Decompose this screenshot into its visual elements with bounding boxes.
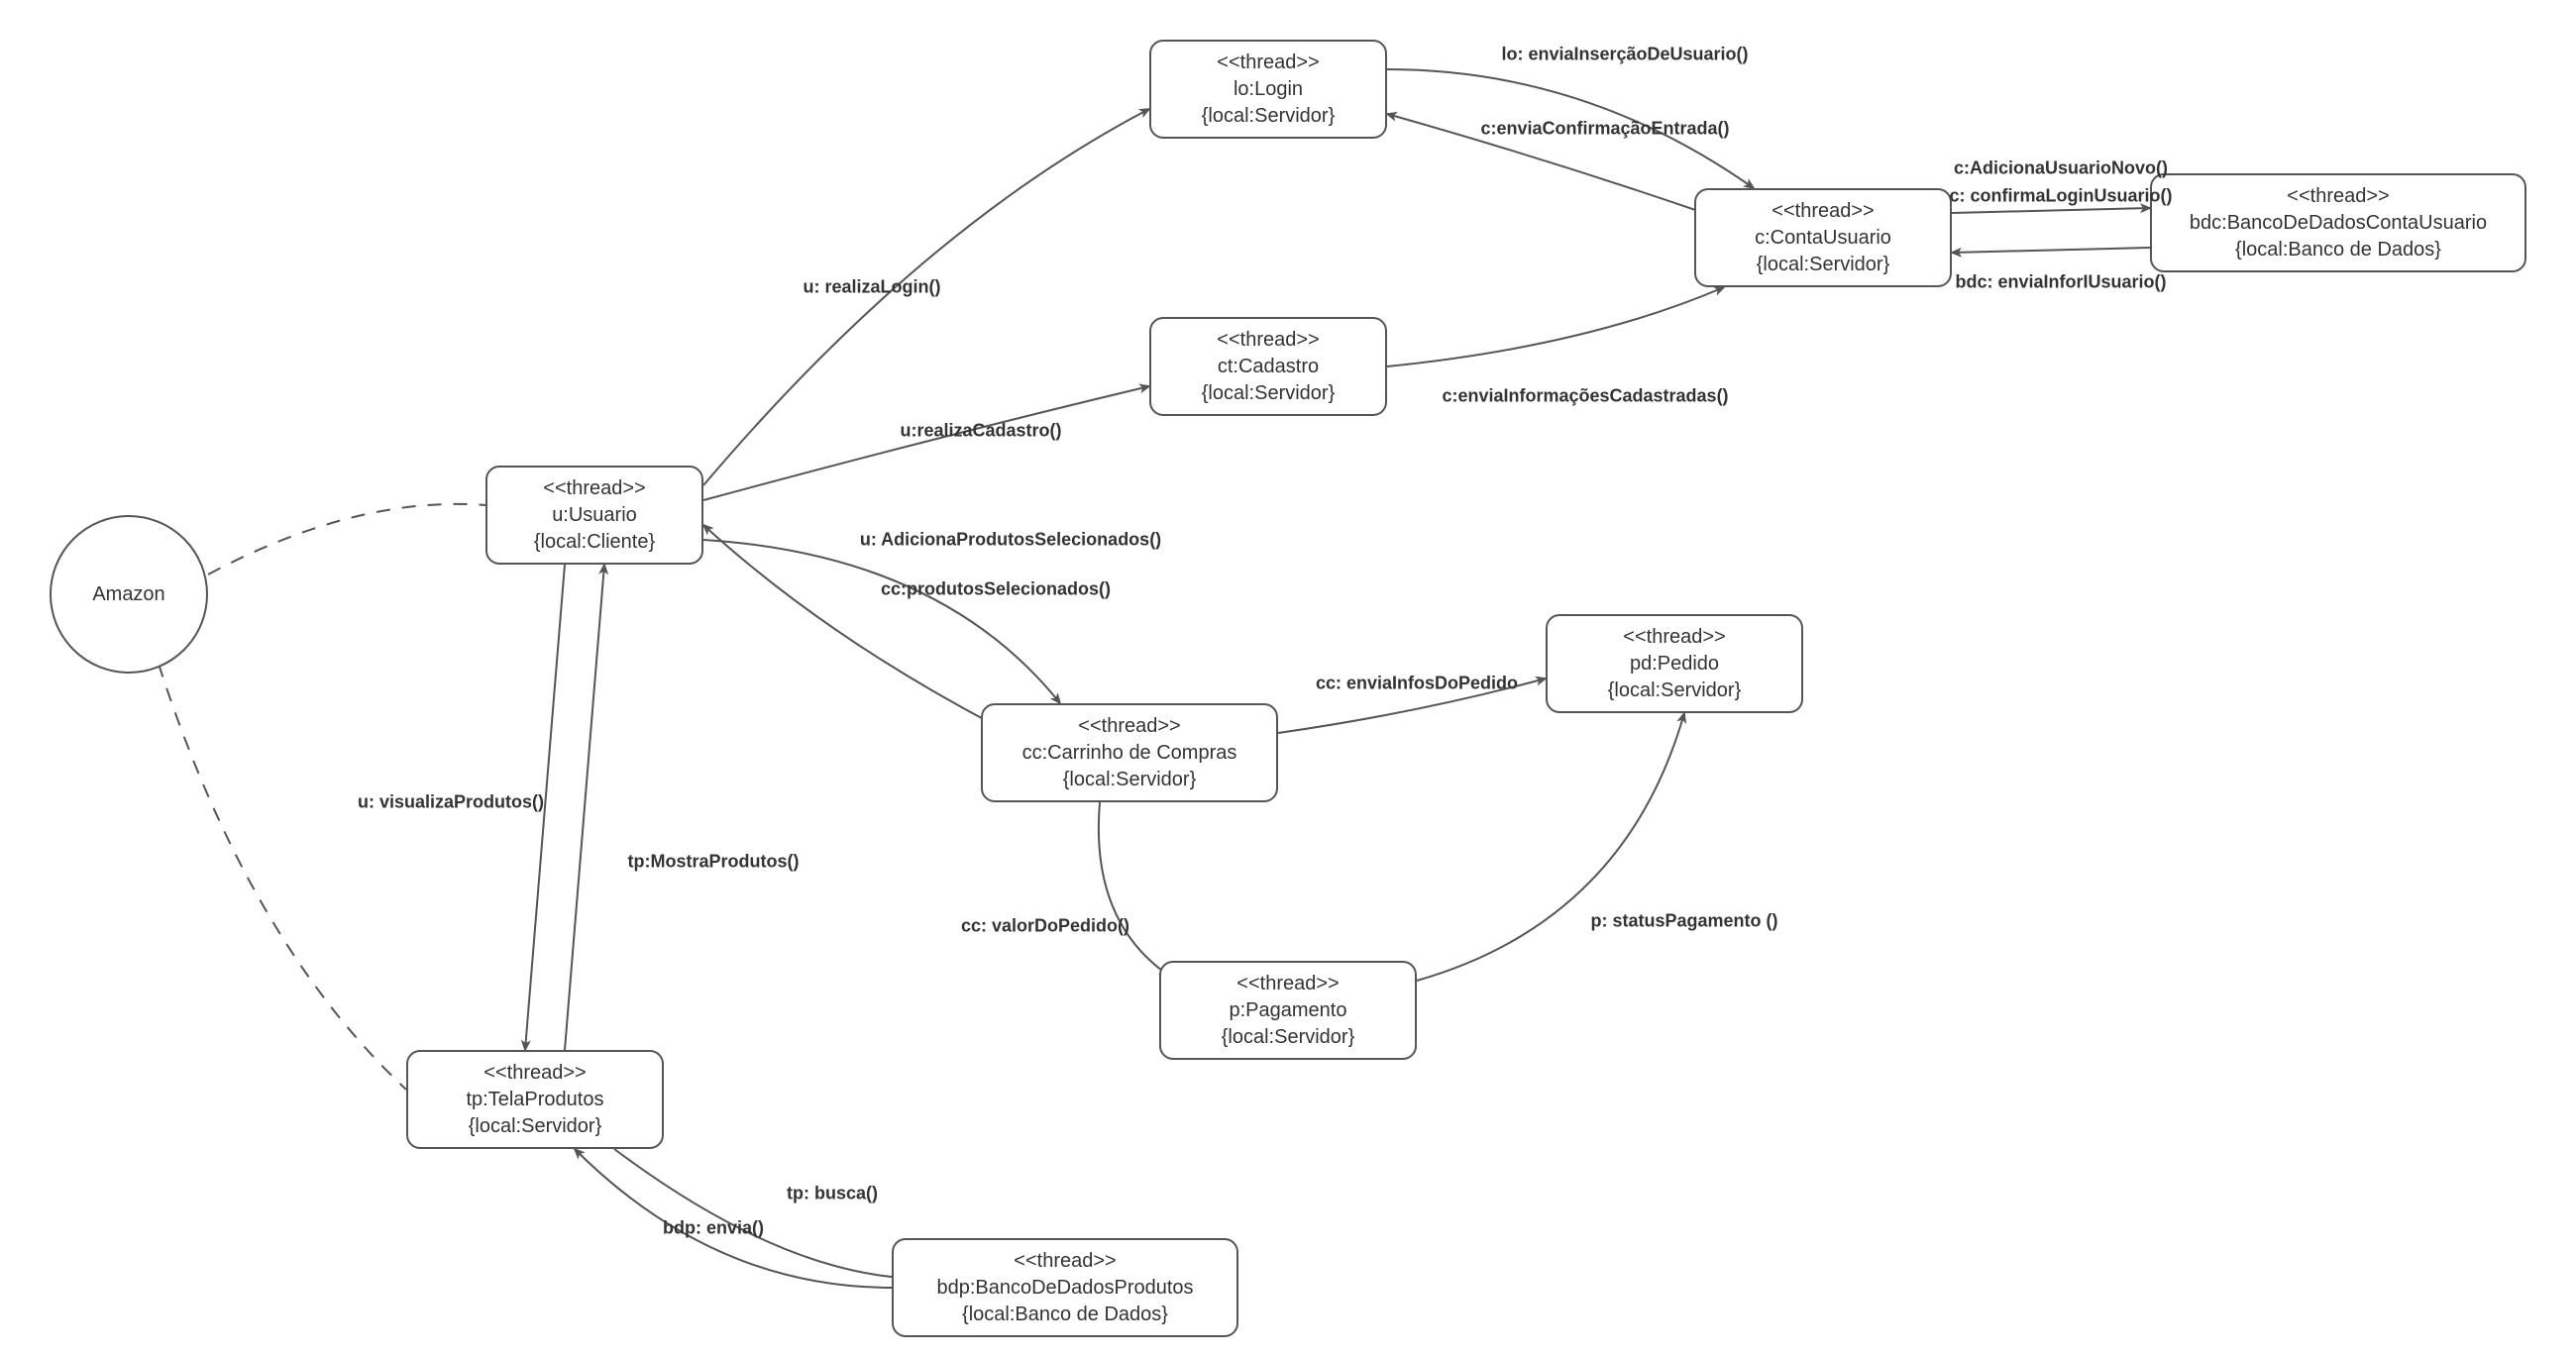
node-amazon: Amazon [50,515,208,674]
node-tp-line-1: tp:TelaProdutos [467,1087,604,1113]
node-cc: <<thread>>cc:Carrinho de Compras{local:S… [981,703,1278,802]
edge-tp-u-right [565,565,604,1050]
node-cc-line-0: <<thread>> [1078,713,1180,740]
node-lo: <<thread>>lo:Login{local:Servidor} [1149,40,1387,139]
node-pd-line-0: <<thread>> [1623,624,1725,651]
node-lo-line-1: lo:Login [1234,76,1303,103]
node-cc-line-1: cc:Carrinho de Compras [1022,740,1237,767]
edge-u-cc [703,540,1060,703]
node-p: <<thread>>p:Pagamento{local:Servidor} [1159,961,1417,1060]
edge-amazon-tp [159,664,406,1090]
edge-cc-u [703,525,991,723]
node-bdp-line-0: <<thread>> [1014,1248,1116,1275]
node-bdp: <<thread>>bdp:BancoDeDadosProdutos{local… [892,1238,1238,1337]
edge-cc-p [1099,802,1169,976]
edge-label-bdc-c-bottom: bdc: enviaInforIUsuario() [1955,272,2166,293]
edge-label-c-bdc-mid: c: confirmaLoginUsuario() [1949,186,2172,207]
edge-p-pd [1417,713,1684,981]
edge-tp-bdp [614,1149,902,1278]
node-bdp-line-1: bdp:BancoDeDadosProdutos [936,1275,1193,1302]
node-u: <<thread>>u:Usuario{local:Cliente} [485,466,703,565]
node-pd-line-2: {local:Servidor} [1608,678,1742,704]
node-ct-line-1: ct:Cadastro [1218,354,1319,380]
node-tp: <<thread>>tp:TelaProdutos{local:Servidor… [406,1050,664,1149]
edge-amazon-u [208,504,485,574]
node-bdc-line-1: bdc:BancoDeDadosContaUsuario [2190,210,2487,237]
edge-label-tp-bdp: tp: busca() [787,1184,878,1204]
node-lo-line-0: <<thread>> [1217,50,1319,76]
node-bdc-line-0: <<thread>> [2287,183,2389,210]
node-cc-line-2: {local:Servidor} [1063,767,1197,793]
node-tp-line-2: {local:Servidor} [469,1113,602,1140]
node-c-line-0: <<thread>> [1771,198,1874,225]
node-p-line-1: p:Pagamento [1230,997,1347,1024]
edge-label-c-bdc-top: c:AdicionaUsuarioNovo() [1954,158,2168,179]
node-u-line-2: {local:Cliente} [534,529,655,556]
edge-ct-c [1387,287,1724,366]
edge-label-u-cc: cc:produtosSelecionados() [881,579,1111,600]
node-amazon-line-0: Amazon [92,581,164,608]
edge-label-cc-p: cc: valorDoPedido() [961,916,1129,937]
edge-label-p-pd: p: statusPagamento () [1590,911,1777,932]
edge-label-u-lo: u: realizaLogin() [804,277,941,298]
edge-label-u-ct: u:realizaCadastro() [900,421,1061,442]
edge-bdc-c-bottom [1952,248,2150,253]
node-p-line-2: {local:Servidor} [1222,1024,1355,1051]
node-bdc-line-2: {local:Banco de Dados} [2235,237,2441,263]
edge-label-bdp-tp: bdp: envia() [663,1218,764,1239]
node-bdc: <<thread>>bdc:BancoDeDadosContaUsuario{l… [2150,173,2526,272]
node-c-line-1: c:ContaUsuario [1755,225,1891,252]
node-pd-line-1: pd:Pedido [1630,651,1719,678]
edge-label-tp-u-right: tp:MostraProdutos() [628,852,800,873]
edge-label-c-lo-bottom: c:enviaConfirmaçãoEntrada() [1480,119,1729,140]
node-bdp-line-2: {local:Banco de Dados} [962,1302,1168,1328]
edge-label-ct-c: c:enviaInformaçõesCadastradas() [1442,386,1728,407]
edge-label-cc-pd: cc: enviaInfosDoPedido [1316,674,1518,694]
node-ct-line-0: <<thread>> [1217,327,1319,354]
node-p-line-0: <<thread>> [1236,971,1339,997]
node-c-line-2: {local:Servidor} [1757,252,1890,278]
edge-label-u-cc-top: u: AdicionaProdutosSelecionados() [860,530,1161,551]
node-pd: <<thread>>pd:Pedido{local:Servidor} [1546,614,1803,713]
edge-c-bdc-top [1952,208,2150,213]
node-lo-line-2: {local:Servidor} [1202,103,1336,130]
node-ct-line-2: {local:Servidor} [1202,380,1336,407]
node-u-line-1: u:Usuario [552,502,637,529]
node-ct: <<thread>>ct:Cadastro{local:Servidor} [1149,317,1387,416]
node-c: <<thread>>c:ContaUsuario{local:Servidor} [1694,188,1952,287]
edge-u-ct [703,386,1149,500]
edge-label-u-tp-left: u: visualizaProdutos() [358,792,544,813]
edge-label-lo-c-top: lo: enviaInserçãoDeUsuario() [1501,45,1748,65]
node-tp-line-0: <<thread>> [483,1060,586,1087]
node-u-line-0: <<thread>> [543,475,645,502]
